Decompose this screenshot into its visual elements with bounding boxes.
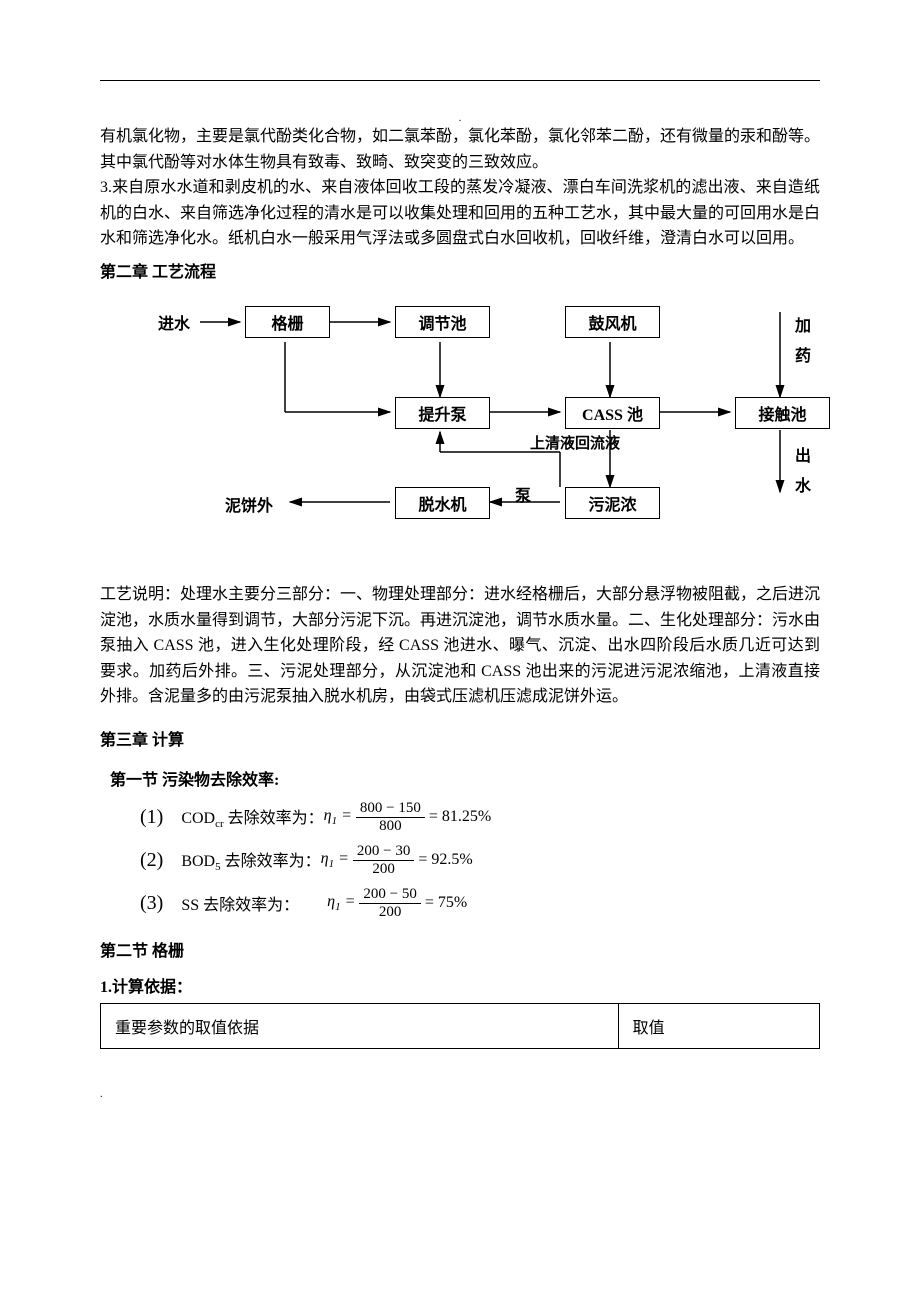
equation-3: (3) SS 去除效率为： η1 = 200 − 50 200 = 75% [140, 886, 820, 921]
box-blower: 鼓风机 [565, 306, 660, 338]
chapter-2-title: 第二章 工艺流程 [100, 258, 820, 282]
eq3-label: SS 去除效率为： [181, 891, 299, 915]
label-addchem-2: 药 [795, 342, 811, 366]
chapter-3-title: 第三章 计算 [100, 726, 820, 750]
equation-list: (1) CODcr 去除效率为： η1 = 800 − 150 800 = 81… [140, 800, 820, 921]
table-col-2: 取值 [618, 1003, 819, 1048]
eq1-label-text: COD [181, 810, 215, 827]
eq3-result: = 75% [425, 894, 467, 912]
paragraph-2: 3.来自原水水道和剥皮机的水、来自液体回收工段的蒸发冷凝液、漂白车间洗浆机的滤出… [100, 175, 820, 252]
label-addchem-1: 加 [795, 312, 811, 336]
table-row: 重要参数的取值依据 取值 [101, 1003, 820, 1048]
box-pump: 提升泵 [395, 397, 490, 429]
box-regulator: 调节池 [395, 306, 490, 338]
eq2-label: BOD5 去除效率为： [181, 847, 320, 873]
eq1-sub: cr [215, 819, 224, 831]
top-rule [100, 80, 820, 81]
eq3-eta: η1 = [327, 893, 355, 913]
calc-basis-title: 1.计算依据： [100, 973, 820, 997]
eq3-frac-num: 200 − 50 [359, 886, 420, 904]
eq2-tail: 去除效率为： [221, 853, 321, 870]
eq1-tail: 去除效率为： [224, 810, 324, 827]
equation-1: (1) CODcr 去除效率为： η1 = 800 − 150 800 = 81… [140, 800, 820, 835]
equation-2: (2) BOD5 去除效率为： η1 = 200 − 30 200 = 92.5… [140, 843, 820, 878]
box-grid: 格栅 [245, 306, 330, 338]
eq2-num: (2) [140, 849, 163, 872]
page: . 有机氯化物，主要是氯代酚类化合物，如二氯苯酚，氯化苯酚，氯化邻苯二酚，还有微… [0, 0, 920, 1180]
label-cake-out: 泥饼外 [225, 492, 273, 516]
eq3-num: (3) [140, 892, 163, 915]
flowchart: 进水 格栅 调节池 鼓风机 加 药 提升泵 CASS 池 接触池 上清液回流液 … [140, 292, 860, 552]
eq1-frac-num: 800 − 150 [356, 800, 425, 818]
eq2-eta: η1 = [321, 850, 349, 870]
eq2-frac-den: 200 [368, 861, 399, 878]
eq1-fraction: 800 − 150 800 [356, 800, 425, 835]
label-out-2: 水 [795, 472, 811, 496]
label-supernatant: 上清液回流液 [530, 432, 620, 453]
box-sludge: 污泥浓 [565, 487, 660, 519]
box-contact: 接触池 [735, 397, 830, 429]
eq1-frac-den: 800 [375, 818, 406, 835]
section-2-title: 第二节 格栅 [100, 937, 820, 961]
eq1-label: CODcr 去除效率为： [181, 804, 323, 830]
label-out-1: 出 [795, 442, 811, 466]
eq1-result: = 81.25% [429, 808, 491, 826]
label-inlet: 进水 [158, 310, 190, 334]
params-table: 重要参数的取值依据 取值 [100, 1003, 820, 1049]
footer-dot: . [100, 1089, 820, 1100]
label-pump-small: 泵 [515, 482, 531, 506]
box-cass: CASS 池 [565, 397, 660, 429]
eq2-fraction: 200 − 30 200 [353, 843, 414, 878]
paragraph-1: 有机氯化物，主要是氯代酚类化合物，如二氯苯酚，氯化苯酚，氯化邻苯二酚，还有微量的… [100, 124, 820, 175]
eq1-eta: η1 = [324, 807, 352, 827]
eq3-fraction: 200 − 50 200 [359, 886, 420, 921]
top-dot: . [100, 113, 820, 124]
eq1-num: (1) [140, 806, 163, 829]
table-col-1: 重要参数的取值依据 [101, 1003, 619, 1048]
eq2-label-text: BOD [181, 853, 215, 870]
process-description: 工艺说明：处理水主要分三部分：一、物理处理部分：进水经格栅后，大部分悬浮物被阻截… [100, 582, 820, 710]
eq2-result: = 92.5% [418, 851, 472, 869]
eq3-frac-den: 200 [375, 904, 406, 921]
box-dewater: 脱水机 [395, 487, 490, 519]
eq2-frac-num: 200 − 30 [353, 843, 414, 861]
section-1-title: 第一节 污染物去除效率: [110, 766, 820, 790]
